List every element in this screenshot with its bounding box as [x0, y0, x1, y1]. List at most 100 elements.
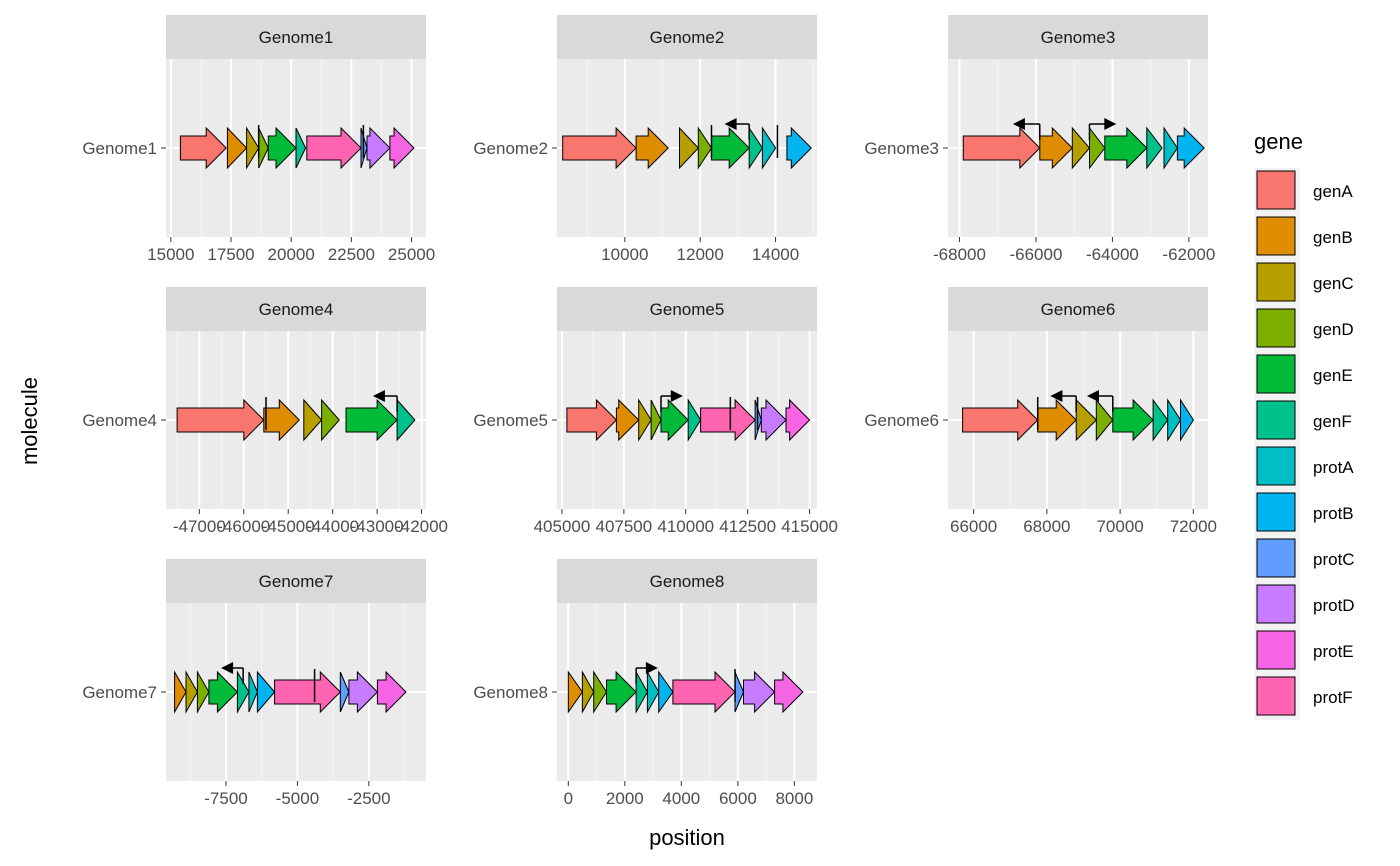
x-tick-label: 72000 [1170, 517, 1217, 536]
facet-strip [557, 559, 817, 603]
legend-label: genE [1313, 366, 1353, 385]
gene-arrow-protB [1180, 398, 1194, 442]
facet-strip-label: Genome3 [1041, 28, 1116, 47]
feature-arrow-head [1087, 390, 1099, 402]
gene-arrow-protB [658, 670, 674, 714]
gene-arrow-genE [606, 670, 637, 714]
facet-panel: Genome3 Genome3 -68000 -66000 -64000 -62000 [864, 15, 1215, 264]
legend-swatch-protC [1256, 538, 1296, 578]
y-tick-label: Genome2 [473, 139, 548, 158]
legend-label: protC [1313, 550, 1355, 569]
facet-strip [948, 287, 1208, 331]
x-tick-label: -45000 [262, 517, 315, 536]
gene-arrow-genD [650, 399, 662, 441]
x-tick-label: 410000 [657, 517, 714, 536]
gene-arrow-protE [785, 398, 811, 442]
y-tick-label: Genome1 [82, 139, 157, 158]
facet-strip-label: Genome5 [650, 300, 725, 319]
gene-arrow-protE [376, 670, 407, 714]
gene-arrow-genE [345, 398, 398, 442]
x-tick-label: -66000 [1009, 245, 1062, 264]
gene-arrow-genD [196, 670, 210, 714]
gene-arrow-protF [672, 670, 736, 714]
facet-panel: Genome7 Genome7 -7500 -5000 -2500 [82, 559, 426, 808]
gene-arrow-genC [638, 398, 652, 442]
gene-arrow-genC [679, 126, 699, 170]
feature-arrow-head [670, 390, 683, 402]
legend-label: protB [1313, 504, 1354, 523]
x-tick-label: 415000 [781, 517, 838, 536]
gene-arrow-genB [1037, 398, 1077, 442]
legend-label: genD [1313, 320, 1354, 339]
gene-arrow-protF [700, 398, 756, 442]
x-tick-label: 12000 [677, 245, 724, 264]
gene-arrow-protE [774, 670, 804, 714]
gene-arrow-genE [267, 126, 297, 170]
x-tick-label: 70000 [1096, 517, 1143, 536]
legend-swatch-protD [1256, 584, 1296, 624]
gene-arrow-genB [615, 398, 640, 442]
facet-panel: Genome5 Genome5 405000 407500 410000 412500 41… [473, 287, 838, 536]
legend-label: protD [1313, 596, 1355, 615]
x-tick-label: 6000 [719, 789, 757, 808]
facet-panel: Genome1 Genome1 15000 17500 20000 22500 25000 [82, 15, 435, 264]
x-tick-label: 22500 [328, 245, 375, 264]
gene-arrow-genE [1112, 398, 1154, 442]
x-tick-label: 10000 [601, 245, 648, 264]
feature-arrow-head [1104, 118, 1117, 130]
x-tick-label: 66000 [950, 517, 997, 536]
facet-strip-label: Genome6 [1041, 300, 1116, 319]
y-axis-title: molecule [17, 377, 42, 465]
legend-swatch-protF [1256, 676, 1296, 716]
x-tick-label: 2000 [606, 789, 644, 808]
gene-arrow-genB [1039, 126, 1074, 170]
legend-swatch-protE [1256, 630, 1296, 670]
gene-arrow-protB [786, 126, 813, 170]
x-tick-label: 412500 [719, 517, 776, 536]
gene-arrow-genB [226, 126, 248, 170]
facet-strip-label: Genome4 [259, 300, 334, 319]
x-tick-label: 25000 [388, 245, 435, 264]
gene-arrow-protA [248, 671, 258, 713]
x-tick-label: -7500 [204, 789, 247, 808]
legend-swatch-genE [1256, 354, 1296, 394]
gene-arrow-genA [562, 126, 637, 170]
gene-arrow-protA [1167, 398, 1182, 442]
gene-arrow-genD [1095, 398, 1114, 442]
x-tick-label: -44000 [306, 517, 359, 536]
gene-arrow-protD [743, 670, 776, 714]
gene-arrow-genE [208, 670, 239, 714]
facet-panel: Genome4Genome4-47000-46000-45000-44000-4… [82, 287, 448, 536]
x-axis-title: position [649, 825, 725, 850]
gene-arrow-genA [962, 126, 1041, 170]
legend-label: genA [1313, 182, 1353, 201]
x-tick-label: 405000 [534, 517, 591, 536]
x-tick-label: 68000 [1023, 517, 1070, 536]
x-tick-label: -46000 [217, 517, 270, 536]
gene-arrow-genB [263, 398, 301, 442]
gene-arrow-genB [567, 670, 584, 714]
facet-strip [166, 15, 426, 59]
facet-strip-label: Genome1 [259, 28, 334, 47]
gene-arrow-protA [646, 670, 660, 714]
gene-arrow-genC [303, 398, 323, 442]
facet-strip-label: Genome2 [650, 28, 725, 47]
gene-arrow-protD [348, 670, 379, 714]
legend-swatch-protB [1256, 492, 1296, 532]
facet-strip [948, 15, 1208, 59]
gene-arrow-genA [962, 398, 1039, 442]
gene-arrow-genF [687, 398, 702, 442]
facet-strip [166, 559, 426, 603]
gene-arrow-protB [1176, 126, 1205, 170]
legend-title: gene [1254, 129, 1303, 154]
y-tick-label: Genome5 [473, 411, 548, 430]
y-tick-label: Genome6 [864, 411, 939, 430]
gene-arrow-protC [339, 671, 350, 713]
facet-strip [557, 15, 817, 59]
legend-swatch-genB [1256, 216, 1296, 256]
x-tick-label: -43000 [351, 517, 404, 536]
gene-arrow-genB [174, 670, 187, 714]
gene-arrow-genF [295, 127, 307, 169]
